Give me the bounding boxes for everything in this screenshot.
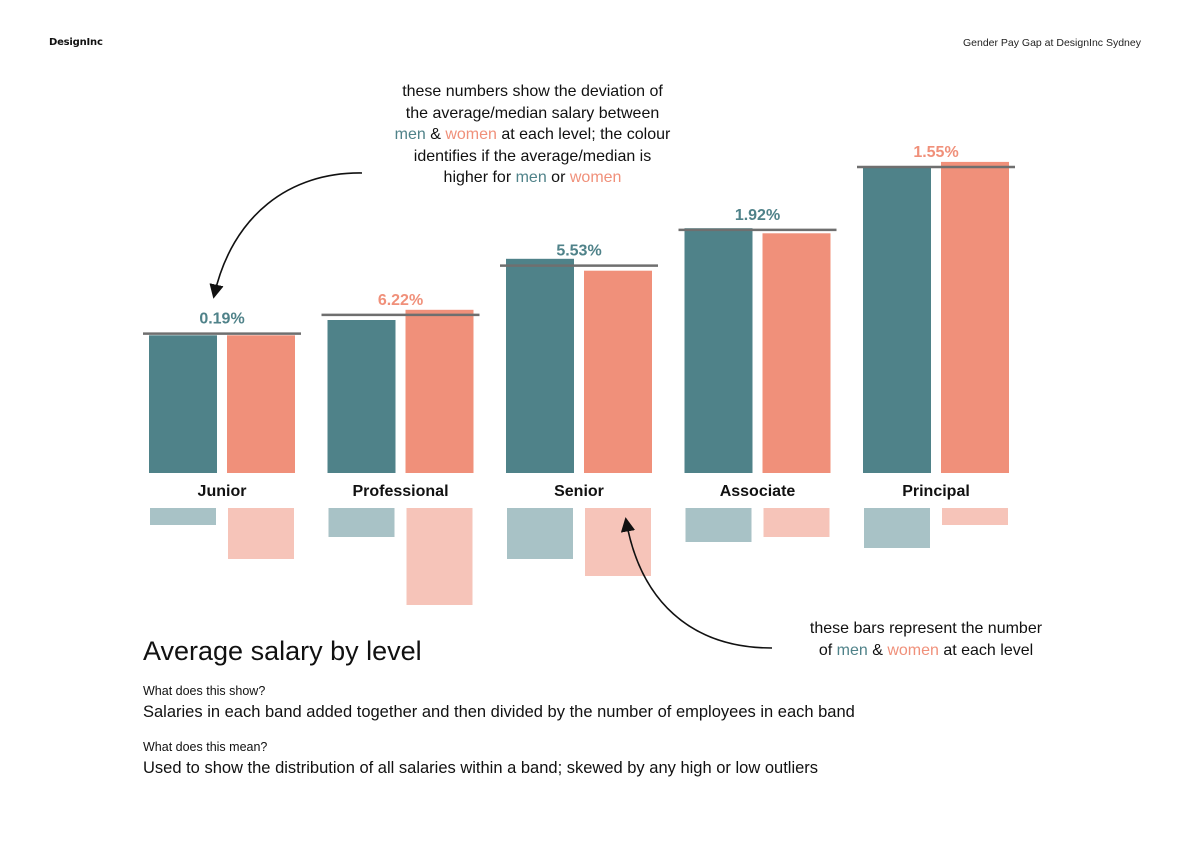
bar-men	[863, 167, 931, 473]
bar-men	[327, 320, 396, 473]
bar-women	[584, 270, 652, 473]
question-what-show: What does this show?	[143, 684, 266, 698]
category-label: Junior	[198, 483, 247, 500]
headcount-bar-women	[585, 508, 651, 576]
deviation-label: 1.92%	[735, 207, 780, 224]
deviation-label: 5.53%	[556, 243, 601, 260]
bar-women	[762, 233, 831, 473]
annotation-text: at each level; the colour	[501, 126, 671, 143]
category-label: Senior	[554, 483, 604, 500]
women-word: women	[445, 126, 497, 143]
question-what-mean: What does this mean?	[143, 740, 268, 754]
deviation-label: 6.22%	[378, 292, 423, 309]
annotation-arrow-bottom	[620, 517, 773, 649]
or-word: or	[551, 169, 566, 186]
amp-word: &	[430, 126, 441, 143]
annotation-text: at each level	[943, 641, 1034, 659]
men-word: men	[836, 641, 868, 659]
annotation-arrow-top	[209, 172, 363, 299]
annotation-headcount-note: these bars represent the number of men &…	[776, 618, 1076, 661]
men-word: men	[515, 169, 547, 186]
women-word: women	[887, 641, 939, 659]
headcount-bar-women	[942, 508, 1008, 525]
answer-what-mean: Used to show the distribution of all sal…	[143, 759, 819, 777]
women-word: women	[569, 169, 622, 186]
headcount-bar-men	[328, 508, 395, 537]
annotation-line: higher for men or women	[355, 167, 710, 189]
annotation-line: men & women at each level; the colour	[355, 124, 710, 146]
annotation-text: higher for	[443, 169, 512, 186]
headcount-bar-men	[507, 508, 573, 559]
bar-women	[941, 161, 1009, 473]
annotation-deviation-note: these numbers show the deviation of the …	[355, 81, 710, 189]
deviation-label: 0.19%	[199, 311, 244, 328]
headcount-bar-women	[406, 508, 473, 605]
category-label: Associate	[720, 483, 796, 500]
annotation-line: these numbers show the deviation of	[402, 83, 663, 100]
section-title: Average salary by level	[143, 636, 422, 666]
headcount-bar-men	[685, 508, 752, 542]
headcount-bar-women	[228, 508, 294, 559]
category-label: Principal	[902, 483, 970, 500]
brand-logo: DesignInc	[49, 37, 103, 48]
bar-women	[405, 309, 474, 473]
headcount-bar-women	[763, 508, 830, 537]
men-word: men	[394, 126, 426, 143]
headcount-bar-men	[864, 508, 930, 548]
bar-men	[149, 335, 217, 473]
document-title: Gender Pay Gap at DesignInc Sydney	[962, 37, 1141, 49]
annotation-line: identifies if the average/median is	[413, 147, 652, 165]
bar-men	[506, 258, 574, 473]
bar-men	[684, 228, 753, 473]
bar-women	[227, 335, 295, 473]
headcount-bar-men	[150, 508, 216, 525]
annotation-line: the average/median salary between	[405, 104, 660, 122]
amp-word: &	[872, 641, 883, 659]
annotation-line: of men & women at each level	[776, 640, 1076, 662]
answer-what-show: Salaries in each band added together and…	[143, 703, 855, 721]
category-label: Professional	[352, 483, 448, 500]
annotation-line: these bars represent the number	[809, 620, 1043, 637]
annotation-text: of	[818, 641, 833, 659]
deviation-label: 1.55%	[913, 144, 958, 161]
